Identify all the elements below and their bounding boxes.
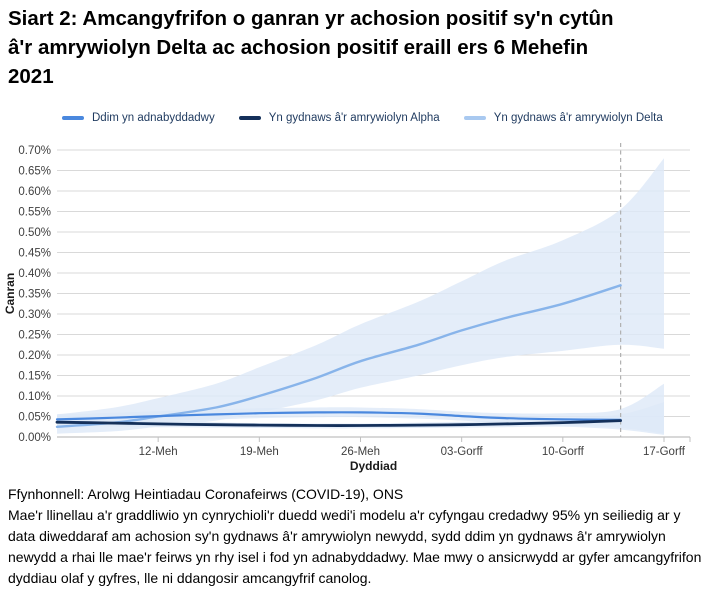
x-tick-label: 10-Gorff [542,446,585,458]
footer: Ffynhonnell: Arolwg Heintiadau Coronafei… [8,484,706,589]
y-tick-label: 0.55% [18,207,51,219]
x-tick-label: 03-Gorff [441,446,484,458]
y-tick-label: 0.60% [18,186,51,198]
chart-svg: 0.00% 0.05% 0.10% 0.15% 0.20% 0.25% 0.30% 0.35%… [3,143,691,473]
series-line-2 [55,419,622,427]
legend-swatch-icon [238,116,261,120]
x-tick-label: 26-Meh [341,446,380,458]
y-tick-label: 0.05% [18,412,51,424]
chart-title: Siart 2: Amcangyfrifon o ganran yr achos… [8,7,614,88]
y-axis-title: Canran [3,273,17,314]
y-tick-label: 0.30% [18,309,51,321]
y-tick-label: 0.25% [18,330,51,342]
confidence-band-2 [57,402,664,435]
y-tick-label: 0.40% [18,268,51,280]
y-tick-label: 0.45% [18,248,51,260]
y-tick-label: 0.65% [18,166,51,178]
x-axis-title: Dyddiad [350,459,397,473]
y-tick-label: 0.50% [18,227,51,239]
legend-swatch-icon [62,116,84,120]
legend-label: Yn gydnaws â'r amrywiolyn Delta [493,112,663,124]
legend-swatch-icon [463,116,486,120]
legend-item-1: Yn gydnaws â'r amrywiolyn Alpha [238,112,440,124]
legend-item-0: Ddim yn adnabyddadwy [62,112,215,124]
series-line-1 [55,411,622,421]
x-tick-label: 12-Meh [139,446,178,458]
source-text: Ffynhonnell: Arolwg Heintiadau Coronafei… [8,486,404,502]
y-tick-label: 0.00% [18,432,51,444]
legend-label: Yn gydnaws â'r amrywiolyn Alpha [268,112,440,124]
legend: Ddim yn adnabyddadwy Yn gydnaws â'r amryw… [62,112,663,124]
y-tick-label: 0.20% [18,350,51,362]
x-tick-label: 19-Meh [240,446,279,458]
y-tick-label: 0.70% [18,145,51,157]
y-tick-label: 0.15% [18,371,51,383]
y-tick-label: 0.10% [18,391,51,403]
confidence-band-0 [57,158,664,434]
note-text: Mae'r llinellau a'r graddliwio yn cynryc… [8,507,702,586]
legend-label: Ddim yn adnabyddadwy [92,112,215,124]
legend-item-2: Yn gydnaws â'r amrywiolyn Delta [463,112,663,124]
y-tick-label: 0.35% [18,289,51,301]
x-tick-label: 17-Gorff [643,446,686,458]
